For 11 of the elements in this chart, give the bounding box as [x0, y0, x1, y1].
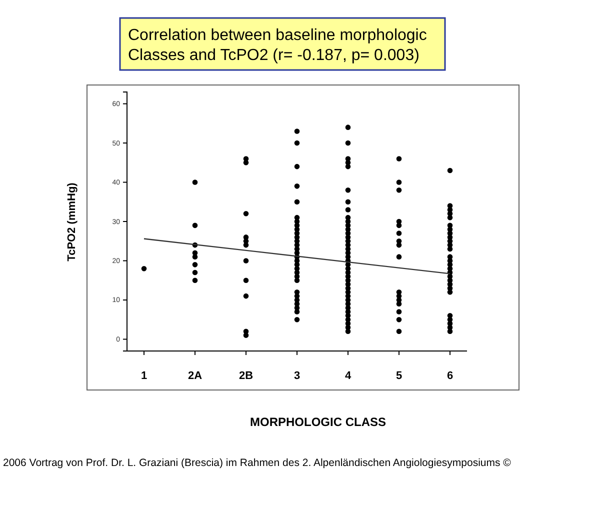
y-axis-title: TcPO2 (mmHg) — [66, 182, 78, 262]
x-tick-label: 2A — [188, 370, 202, 382]
x-tick-label: 6 — [446, 370, 454, 382]
x-tick-label: 3 — [294, 370, 300, 382]
x-tick-label: 1 — [140, 370, 148, 382]
text: 2006 Vortrag von Prof. Dr. L. Graziani (Brescia) im Rahmen des 2. Alpenländischen Angiologiesymposiums © — [3, 457, 512, 469]
x-axis-title: MORPHOLOGIC CLASS — [250, 415, 386, 429]
x-tick-label: 2B — [238, 370, 254, 382]
chart-title: Correlation between baseline morphologic Classes and TcPO2 (r= -0.187, p= 0.003) — [128, 27, 427, 64]
x-tick-label: 5 — [396, 370, 402, 382]
x-tick-label: 4 — [344, 370, 352, 382]
